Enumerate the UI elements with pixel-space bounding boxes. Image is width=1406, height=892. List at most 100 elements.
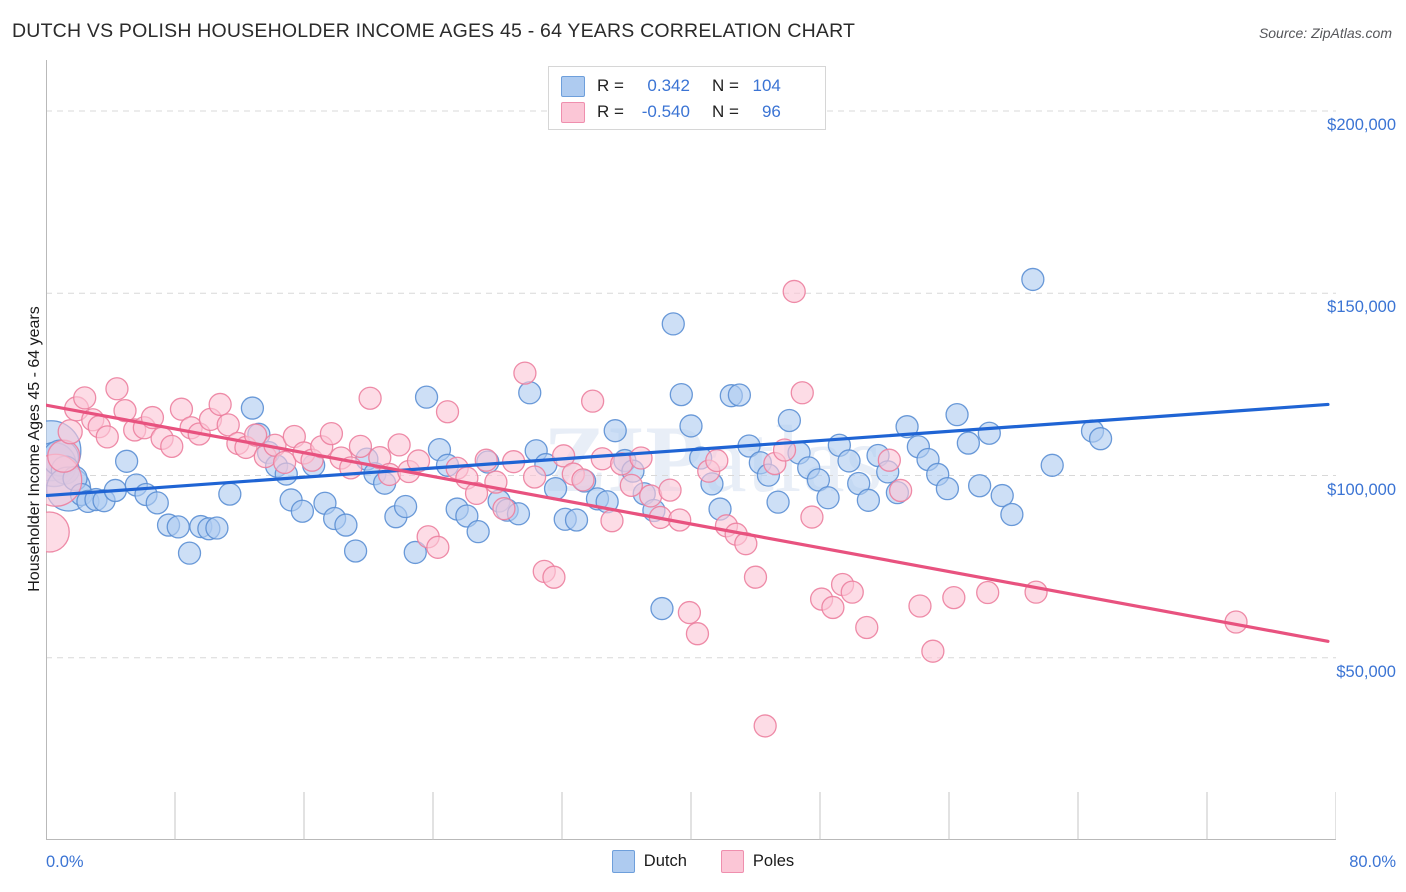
data-point	[290, 499, 315, 523]
plot-area	[46, 60, 1336, 840]
data-point	[240, 396, 265, 420]
data-point	[571, 468, 595, 492]
y-tick-label: $150,000	[1327, 298, 1396, 317]
data-point	[629, 446, 653, 470]
y-tick-label: $100,000	[1327, 480, 1396, 499]
data-point	[46, 511, 70, 553]
legend-item-poles[interactable]: Poles	[720, 850, 794, 873]
data-point	[976, 580, 1000, 605]
data-point	[218, 482, 242, 506]
r-value-dutch: 0.342	[647, 76, 690, 95]
data-point	[790, 381, 814, 405]
series-points-dutch	[46, 267, 1113, 621]
data-point	[685, 622, 710, 646]
data-point	[727, 383, 752, 407]
y-axis-title: Householder Income Ages 45 - 64 years	[26, 306, 43, 592]
data-point	[474, 448, 498, 472]
n-label-dutch: N =	[711, 76, 739, 95]
data-point	[956, 431, 980, 455]
data-point	[766, 490, 790, 514]
data-point	[113, 398, 137, 423]
data-point	[414, 385, 439, 409]
data-point	[216, 413, 240, 437]
data-point	[205, 516, 229, 540]
data-point	[272, 450, 297, 475]
data-point	[908, 594, 932, 618]
data-point	[47, 439, 81, 473]
data-point	[816, 486, 840, 510]
data-point	[821, 595, 845, 620]
data-point	[705, 448, 729, 473]
data-point	[753, 714, 777, 738]
data-point	[105, 377, 129, 401]
data-point	[73, 386, 97, 410]
data-point	[160, 434, 184, 459]
correlation-row-dutch: R = 0.342 N = 104	[561, 73, 815, 99]
data-point	[777, 408, 802, 433]
data-point	[877, 448, 901, 472]
data-point	[977, 421, 1001, 445]
n-value-dutch: 104	[752, 76, 781, 95]
data-point	[921, 639, 945, 663]
data-point	[580, 389, 605, 413]
data-point	[619, 473, 643, 498]
data-point	[600, 509, 624, 533]
n-value-poles: 96	[761, 102, 781, 121]
data-point	[387, 433, 411, 457]
r-label-dutch: R =	[597, 76, 624, 95]
data-point	[945, 402, 969, 427]
data-point	[435, 400, 460, 424]
data-point	[57, 419, 83, 445]
trendline-dutch	[46, 402, 1330, 498]
data-point	[343, 539, 368, 563]
data-point	[564, 508, 589, 532]
data-point	[348, 434, 373, 459]
data-point	[935, 476, 960, 501]
series-legend: Dutch Poles	[0, 850, 1406, 873]
data-point	[393, 494, 418, 519]
data-point	[1021, 267, 1045, 292]
data-point	[551, 444, 576, 468]
x-axis-max-label: 80.0%	[1349, 853, 1396, 871]
data-point	[669, 382, 693, 407]
data-point	[677, 600, 702, 625]
data-point	[145, 491, 169, 515]
data-point	[426, 535, 450, 559]
data-point	[661, 312, 685, 336]
data-point	[990, 483, 1014, 508]
r-value-poles: -0.540	[641, 102, 690, 121]
y-tick-label: $200,000	[1327, 116, 1396, 135]
data-point	[679, 414, 703, 438]
data-point	[888, 478, 913, 503]
legend-label-dutch: Dutch	[643, 852, 687, 870]
data-point	[895, 415, 919, 439]
data-point	[967, 474, 992, 498]
legend-item-dutch[interactable]: Dutch	[611, 850, 687, 873]
data-point	[856, 488, 881, 512]
data-point	[840, 580, 864, 604]
data-point	[590, 447, 614, 471]
data-point	[492, 497, 516, 521]
data-point	[542, 565, 566, 589]
data-point	[403, 540, 427, 565]
page-title: DUTCH VS POLISH HOUSEHOLDER INCOME AGES …	[12, 20, 856, 42]
data-point	[466, 519, 490, 544]
correlation-row-poles: R = -0.540 N = 96	[561, 99, 815, 125]
data-point	[658, 478, 682, 502]
data-point	[358, 386, 382, 410]
data-point	[603, 419, 627, 443]
data-point	[782, 279, 806, 304]
scatter-svg	[46, 60, 1336, 840]
legend-color-dutch	[611, 850, 635, 873]
data-point	[177, 541, 202, 565]
data-point	[800, 505, 824, 529]
data-point	[166, 515, 190, 539]
legend-swatch-dutch	[561, 75, 585, 97]
correlation-legend: R = 0.342 N = 104 R = -0.540 N = 96	[548, 66, 826, 130]
data-point	[806, 468, 831, 492]
data-point	[1040, 453, 1064, 477]
data-point	[837, 449, 861, 473]
data-point	[513, 361, 537, 385]
data-point	[1000, 502, 1024, 527]
